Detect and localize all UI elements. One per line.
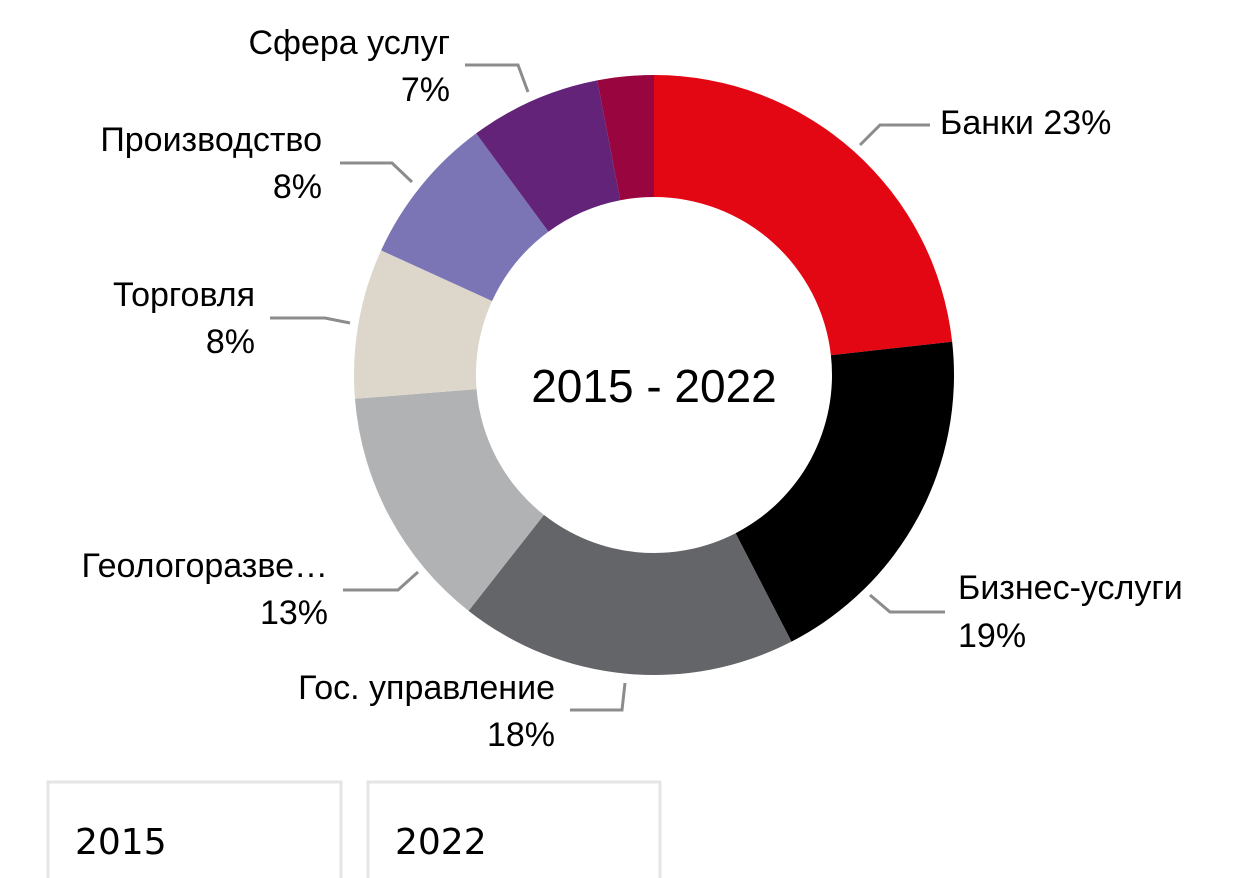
slice-label: Гос. управление 18% [298,669,555,754]
donut-slice [654,75,953,356]
value-label: 8% [273,168,322,206]
leader-line [343,570,420,592]
value-label: 7% [401,71,450,109]
category-label: Геологоразве… [81,547,328,585]
value-label: 23% [1043,104,1111,142]
center-label: 2015 - 2022 [531,360,777,412]
tab-label[interactable]: 2022 [395,822,487,863]
donut-slice [354,389,544,611]
tab[interactable]: 2015 [46,780,343,878]
slice-label: Производство 8% [100,121,322,206]
slice-label: Сфера услуг 7% [248,24,450,109]
donut-slice [468,514,792,675]
category-label: Сфера услуг [248,24,450,62]
slice-label: Торговля 8% [113,276,255,361]
leader-line [465,63,530,93]
category-label: Банки [940,104,1034,142]
leader-line [858,123,930,147]
donut-slice [735,341,954,642]
leader-line [270,316,351,325]
category-label: Торговля [113,276,255,314]
value-label: 18% [487,716,555,754]
donut-slice [597,75,654,201]
donut-slice [354,250,493,399]
leader-line [570,682,627,712]
value-label: 19% [958,617,1026,655]
tab-label[interactable]: 2015 [75,822,167,863]
donut-slice [381,133,549,302]
tab-box[interactable] [46,780,343,878]
value-label: 13% [260,594,328,632]
category-label: Производство [100,121,322,159]
category-label: Бизнес-услуги [958,569,1183,607]
donut-slice [476,80,621,232]
slice-label: Геологоразве… 13% [81,547,328,632]
tab-box[interactable] [366,780,662,878]
category-label: Гос. управление [298,669,555,707]
leader-line [340,161,414,184]
leader-line [869,593,945,614]
slice-label: Бизнес-услуги 19% [958,569,1183,655]
slice-label: Банки 23% [940,104,1111,142]
value-label: 8% [206,323,255,361]
tab[interactable]: 2022 [366,780,662,878]
